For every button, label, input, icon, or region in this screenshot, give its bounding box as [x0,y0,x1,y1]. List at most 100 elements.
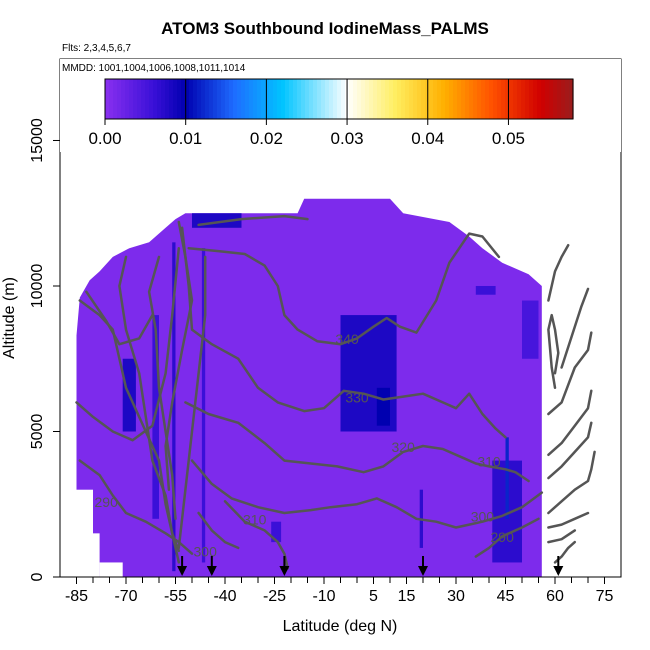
colorbar-swatch [173,79,178,119]
colorbar-swatch [373,79,378,119]
colorbar-swatch [337,79,342,119]
contour-line [547,421,593,480]
contour-line [547,243,570,302]
colorbar-swatch [217,79,222,119]
flight-arrows [177,556,564,576]
mmdd-label: MMDD: 1001,1004,1006,1008,1011,1014 [62,63,246,74]
colorbar-swatch [409,79,414,119]
colorbar-swatch [357,79,362,119]
colorbar-swatch [489,79,494,119]
colorbar-swatch [477,79,482,119]
colorbar-swatch [165,79,170,119]
contour-line [184,401,530,483]
colorbar-swatch [277,79,282,119]
flight-arrow-head [418,566,428,576]
colorbar-swatch [285,79,290,119]
colorbar-swatch [377,79,382,119]
contour-line [78,459,194,555]
flight-arrow-head [553,566,564,576]
colorbar-swatch [437,79,442,119]
colorbar-swatch [289,79,294,119]
colorbar-swatch [305,79,310,119]
enhanced-cell [505,437,509,519]
colorbar: 0.00 0.01 0.02 0.03 0.04 0.05 [88,78,574,148]
contour-line [177,255,207,550]
colorbar-tick-label: 0.00 [88,129,121,148]
colorbar-tick-label: 0.01 [169,129,202,148]
enhanced-cell [376,387,390,426]
colorbar-swatch [553,79,558,119]
colorbar-swatch [153,79,158,119]
contour-label: 290 [491,529,515,545]
colorbar-swatch [169,79,174,119]
enhanced-cell [522,300,539,359]
colorbar-swatch [365,79,370,119]
colorbar-swatch [349,79,354,119]
colorbar-swatch [109,79,114,119]
colorbar-swatch [493,79,498,119]
y-axis-label: Altitude (m) [1,277,18,359]
colorbar-swatch [429,79,434,119]
colorbar-swatch [413,79,418,119]
colorbar-swatch [485,79,490,119]
colorbar-swatch [105,79,110,119]
enhanced-cell [172,242,176,572]
colorbar-swatch [197,79,202,119]
x-axis: -85 -70 -55 -40 -25 -10 5 15 30 45 60 75 [65,577,614,605]
colorbar-swatch [473,79,478,119]
coverage-envelope [76,198,542,577]
enhanced-cell [475,285,496,295]
colorbar-swatch [517,79,522,119]
colorbar-swatch [401,79,406,119]
colorbar-swatch [189,79,194,119]
colorbar-swatch [461,79,466,119]
colorbar-swatch [521,79,526,119]
colorbar-tick-label: 0.03 [331,129,364,148]
colorbar-swatch [177,79,182,119]
x-tick-label: -10 [312,588,335,605]
colorbar-swatch [241,79,246,119]
colorbar-swatch [117,79,122,119]
chart-title: ATOM3 Southbound IodineMass_PALMS [161,19,489,38]
x-tick-label: -25 [263,588,286,605]
colorbar-swatch [533,79,538,119]
contour-label: 290 [95,494,119,510]
colorbar-swatch [557,79,562,119]
colorbar-swatch [201,79,206,119]
flight-arrow-head [177,566,188,576]
contour-line [547,389,593,457]
x-tick-label: 45 [497,588,515,605]
contour-label: 300 [471,509,495,525]
contour-line [75,246,181,442]
colorbar-swatch [465,79,470,119]
colorbar-swatch [273,79,278,119]
coverage-gap [93,533,100,577]
colorbar-swatch [329,79,334,119]
contour-line [547,529,577,544]
colorbar-swatch [381,79,386,119]
colorbar-swatch [125,79,130,119]
contour-layer: 340 330 320 310 300 290 310 290 300 [75,214,596,570]
colorbar-swatch [537,79,542,119]
contour-line [190,459,544,529]
colorbar-swatch [433,79,438,119]
y-tick-label: 5000 [29,414,46,450]
colorbar-swatch [569,79,574,119]
x-tick-label: 15 [398,588,416,605]
colorbar-swatch [565,79,570,119]
colorbar-swatch [129,79,134,119]
colorbar-swatch [237,79,242,119]
colorbar-swatch [133,79,138,119]
contour-line [118,255,181,564]
colorbar-swatch [513,79,518,119]
flight-arrow-head [279,566,290,576]
colorbar-swatch [229,79,234,119]
contour-label: 310 [243,512,267,528]
colorbar-swatch [469,79,474,119]
colorbar-swatch [369,79,374,119]
colorbar-swatch [385,79,390,119]
colorbar-swatch [525,79,530,119]
contour-line [547,511,590,529]
colorbar-swatch [445,79,450,119]
